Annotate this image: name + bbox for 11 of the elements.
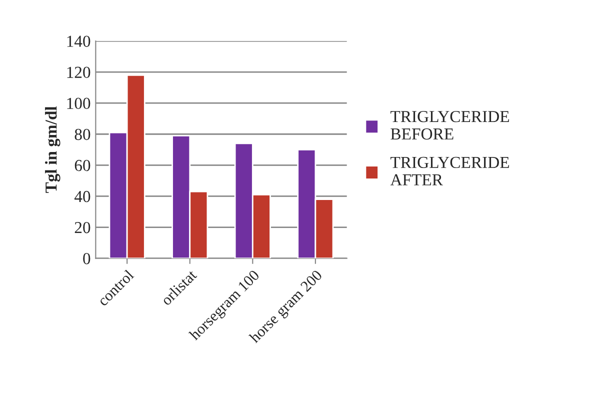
y-tick-label: 100	[67, 98, 90, 110]
y-axis-title: Tgl in gm/dl	[45, 106, 60, 193]
y-tick-label: 20	[74, 222, 90, 234]
y-tick-label: 60	[74, 160, 90, 172]
y-tick-label: 140	[67, 36, 90, 47]
y-tick-label: 80	[74, 128, 90, 140]
y-tick-label: 0	[83, 253, 90, 264]
legend-label: TRIGLYCERIDE AFTER	[390, 156, 509, 186]
y-tick-label: 40	[74, 190, 90, 202]
y-tick-label: 120	[67, 66, 90, 78]
legend-label: TRIGLYCERIDE BEFORE	[390, 110, 509, 140]
